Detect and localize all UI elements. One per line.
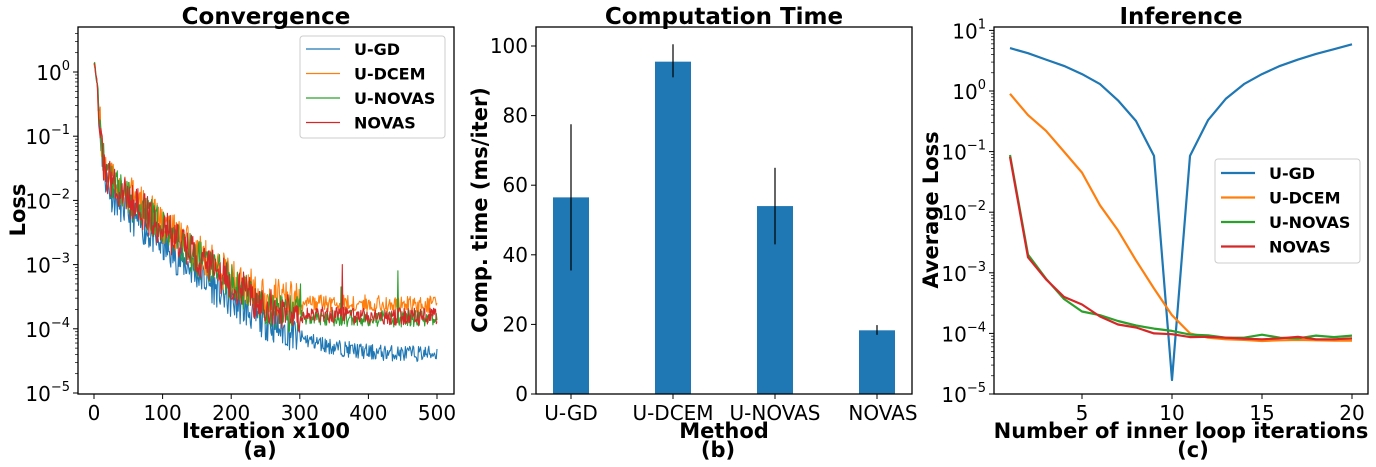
panel-inference: Inference 10−5 10−4 10−3 10−2 10−1 100 101 5 10…: [919, 4, 1369, 462]
x-tick-label: U-DCEM: [632, 401, 713, 425]
x-axis-label: Method: [679, 419, 769, 443]
legend-label: U-NOVAS: [354, 89, 435, 108]
panel-computation-time: Computation Time 0 20 40 60 80 100 U-GD U-DCEM…: [468, 4, 918, 462]
x-tick-label: 0: [88, 401, 101, 425]
x-tick-label: 15: [1249, 401, 1274, 425]
y-tick-label: 80: [503, 104, 528, 128]
panel-convergence: Convergence 10−5 10−4 10−3 10−2 10−1 100 0 100…: [6, 4, 456, 462]
legend: U-GD U-DCEM U-NOVAS NOVAS: [299, 35, 446, 139]
y-tick-label: 10−1: [941, 139, 986, 165]
legend-label: U-NOVAS: [1269, 213, 1350, 232]
y-tick-label: 10−1: [25, 123, 70, 149]
x-tick-label: 100: [144, 401, 182, 425]
y-tick-label: 60: [503, 173, 528, 197]
y-tick-label: 20: [503, 312, 528, 336]
y-axis-ticks: 10−5 10−4 10−3 10−2 10−1 100 101: [941, 17, 994, 407]
y-tick-label: 10−5: [25, 380, 70, 406]
series-line-u-dcem: [1009, 93, 1352, 343]
y-tick-label: 10−3: [941, 260, 986, 286]
convergence-plot-area: [93, 61, 438, 362]
x-axis-label: Number of inner loop iterations: [994, 419, 1369, 443]
y-tick-label: 10−2: [941, 199, 986, 225]
subcaption: (a): [243, 438, 276, 462]
x-tick-label: 20: [1339, 401, 1364, 425]
y-axis-label: Average Loss: [919, 131, 943, 288]
x-tick-label: U-NOVAS: [730, 401, 821, 425]
y-axis-label: Loss: [6, 184, 30, 237]
chart-title: Inference: [1119, 4, 1242, 30]
y-tick-label: 10−2: [25, 187, 70, 213]
y-tick-label: 10−5: [941, 381, 986, 407]
x-tick-label: 400: [349, 401, 387, 425]
x-tick-label: U-GD: [544, 401, 598, 425]
series-line-u-gd: [1009, 43, 1353, 382]
bar-plot-area: [553, 44, 895, 394]
legend-label: U-DCEM: [1269, 189, 1341, 208]
y-tick-label: 0: [515, 382, 528, 406]
bar-u-dcem: [655, 61, 691, 394]
x-tick-label: 300: [281, 401, 319, 425]
y-axis-ticks: 10−5 10−4 10−3 10−2 10−1 100: [25, 32, 78, 406]
y-tick-label: 10−3: [25, 252, 70, 278]
subcaption: (c): [1177, 438, 1209, 462]
x-axis-label: Iteration x100: [182, 419, 350, 443]
subcaption: (b): [701, 438, 735, 462]
series-line-novas: [1008, 156, 1353, 341]
y-tick-label: 101: [952, 17, 986, 43]
legend-label: NOVAS: [1269, 238, 1331, 257]
chart-title: Computation Time: [605, 4, 843, 30]
legend-label: U-DCEM: [354, 65, 426, 84]
x-axis-ticks: 5 10 15 20: [1076, 394, 1365, 425]
legend-label: U-GD: [1269, 164, 1315, 183]
legend: U-GD U-DCEM U-NOVAS NOVAS: [1214, 158, 1361, 264]
series-line-u-novas: [1008, 154, 1353, 340]
x-tick-label: 500: [418, 401, 456, 425]
legend-label: NOVAS: [354, 114, 416, 133]
chart-title: Convergence: [182, 4, 351, 30]
y-tick-label: 100: [36, 59, 70, 85]
axes-frame: [535, 26, 913, 395]
series-line-u-gd: [93, 63, 438, 362]
x-axis-ticks: 0 100 200 300 400 500: [88, 394, 456, 425]
y-tick-label: 100: [952, 78, 986, 104]
y-tick-label: 40: [503, 243, 528, 267]
legend-label: U-GD: [354, 40, 400, 59]
inference-plot-area: [1008, 43, 1353, 382]
y-tick-label: 100: [490, 34, 528, 58]
x-axis-ticks: U-GD U-DCEM U-NOVAS NOVAS: [544, 394, 918, 425]
bar-novas: [859, 330, 895, 394]
x-tick-label: 5: [1076, 401, 1089, 425]
x-tick-label: NOVAS: [848, 401, 917, 425]
y-axis-label: Comp. time (ms/iter): [468, 87, 492, 333]
y-tick-label: 10−4: [25, 316, 70, 342]
y-axis-ticks: 0 20 40 60 80 100: [490, 34, 536, 406]
legend-box: [1214, 158, 1361, 264]
x-tick-label: 10: [1159, 401, 1184, 425]
legend-box: [299, 35, 446, 139]
x-tick-label: 200: [212, 401, 250, 425]
y-tick-label: 10−4: [941, 320, 986, 346]
axes-frame: [993, 26, 1369, 395]
series-line-novas: [93, 63, 438, 333]
